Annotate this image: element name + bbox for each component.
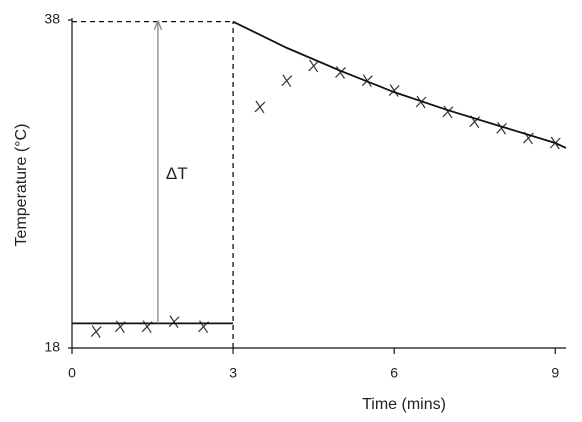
y-tick-label: 38	[44, 11, 60, 27]
delta-label: ΔT	[166, 164, 188, 183]
x-tick-label: 3	[229, 365, 237, 381]
data-point	[198, 320, 209, 334]
line	[232, 20, 567, 149]
data-point	[168, 315, 180, 329]
x-tick-label: 9	[551, 365, 559, 381]
data-point	[141, 320, 153, 334]
data-point	[308, 59, 320, 73]
data-point	[254, 100, 266, 114]
data-point	[114, 320, 126, 334]
data-point	[335, 66, 346, 79]
x-tick-label: 6	[390, 365, 398, 381]
data-point	[90, 325, 102, 338]
y-tick-label: 18	[44, 339, 60, 355]
data-point	[281, 74, 293, 88]
x-axis-label: Time (mins)	[362, 396, 446, 413]
x-tick-label: 0	[68, 365, 76, 381]
data-point	[388, 84, 400, 97]
data-point	[496, 121, 507, 135]
y-axis-label: Temperature (°C)	[13, 124, 30, 247]
data-point	[442, 105, 454, 119]
